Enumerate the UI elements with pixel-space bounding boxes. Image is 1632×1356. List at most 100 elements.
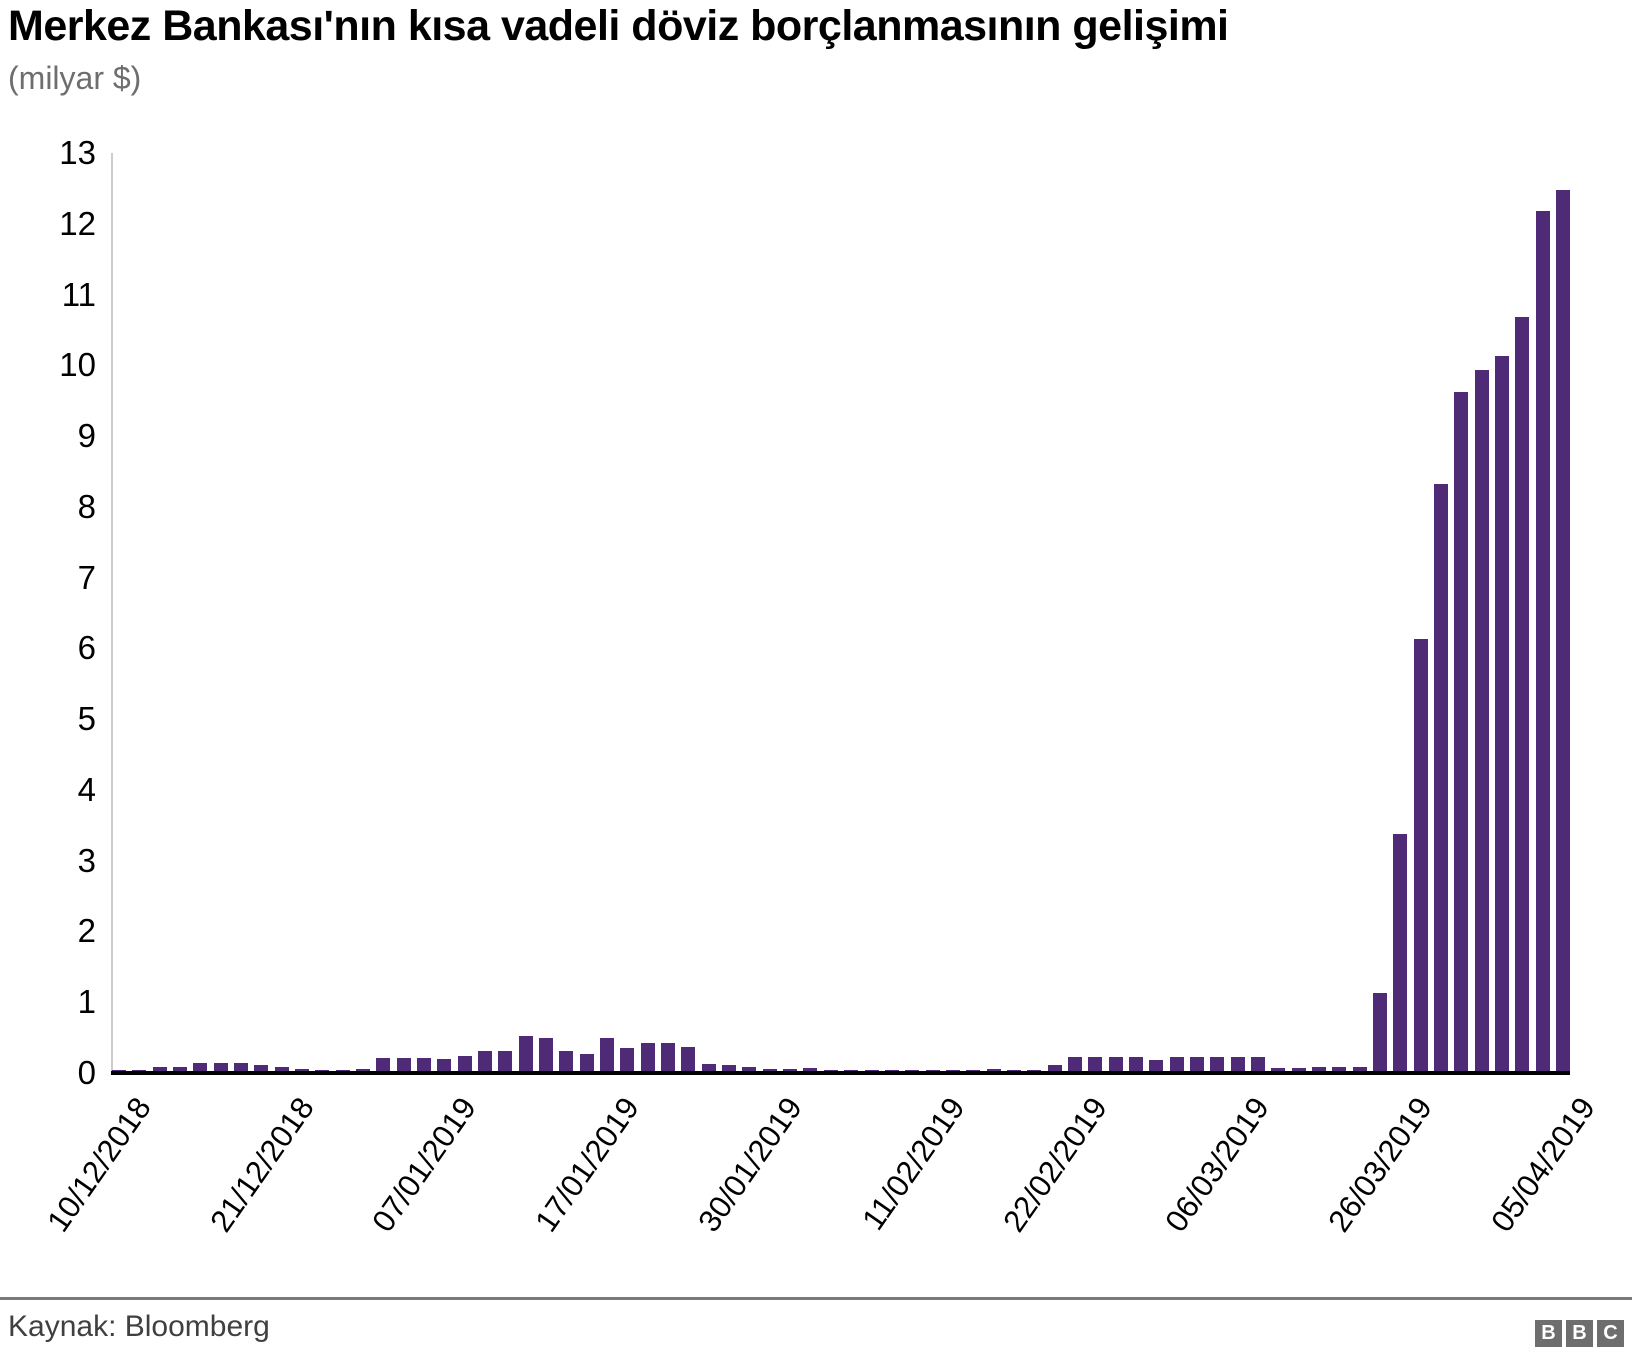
bar xyxy=(1311,1067,1326,1071)
bar xyxy=(396,1058,411,1071)
bar xyxy=(864,1070,879,1071)
bar xyxy=(986,1068,1001,1071)
bar xyxy=(518,1035,533,1071)
bar xyxy=(884,1070,899,1071)
bar xyxy=(1067,1056,1082,1071)
y-axis-tick-label: 13 xyxy=(59,133,96,171)
bar xyxy=(152,1067,167,1071)
bar xyxy=(173,1067,187,1071)
source-credit: Kaynak: Bloomberg xyxy=(8,1310,270,1343)
bar xyxy=(234,1062,249,1071)
bar xyxy=(478,1051,493,1071)
y-axis-tick-label: 3 xyxy=(77,841,96,879)
y-axis-tick-label: 6 xyxy=(77,629,96,667)
y-axis-tick-label: 2 xyxy=(77,912,96,950)
bar xyxy=(844,1070,859,1071)
bar xyxy=(905,1070,920,1071)
x-axis-tick-label: 06/03/2019 xyxy=(1158,1091,1277,1239)
bar xyxy=(1006,1069,1021,1071)
bar xyxy=(274,1066,289,1071)
bbc-logo-block: C xyxy=(1597,1320,1624,1347)
bar xyxy=(356,1068,371,1071)
bar xyxy=(945,1069,960,1071)
bar xyxy=(1494,356,1509,1071)
bar xyxy=(1108,1056,1123,1071)
bar xyxy=(193,1063,208,1071)
bbc-logo-block: B xyxy=(1566,1320,1593,1347)
bar xyxy=(539,1037,554,1071)
y-axis-tick-label: 12 xyxy=(59,204,96,242)
bar xyxy=(1230,1056,1245,1071)
bar xyxy=(132,1069,147,1071)
y-axis-tick-label: 4 xyxy=(77,770,96,808)
bar xyxy=(762,1068,777,1071)
bar xyxy=(722,1064,737,1071)
x-axis-tick-label: 21/12/2018 xyxy=(202,1091,321,1239)
y-axis-line xyxy=(111,152,113,1073)
bar xyxy=(1454,391,1469,1071)
x-axis-tick-label: 05/04/2019 xyxy=(1484,1091,1602,1239)
bar xyxy=(783,1068,798,1071)
x-axis-tick-label: 10/12/2018 xyxy=(40,1091,158,1239)
bar xyxy=(498,1051,513,1071)
y-axis-tick-label: 9 xyxy=(77,417,96,455)
bar xyxy=(1271,1068,1286,1071)
y-axis-tick-label: 0 xyxy=(77,1054,96,1091)
bar xyxy=(1413,639,1428,1071)
bar xyxy=(335,1069,350,1071)
bar xyxy=(1189,1056,1204,1071)
y-axis-tick-label: 8 xyxy=(77,487,96,525)
bar xyxy=(437,1058,452,1071)
bar xyxy=(823,1070,838,1071)
x-axis-tick-label: 07/01/2019 xyxy=(365,1091,484,1239)
bar xyxy=(1332,1066,1347,1071)
bar xyxy=(376,1058,391,1071)
y-axis-tick-label: 11 xyxy=(61,275,96,313)
x-axis-baseline xyxy=(111,1071,1570,1075)
y-axis-tick-label: 10 xyxy=(59,346,96,384)
bar xyxy=(681,1046,696,1071)
x-axis-tick-label: 30/01/2019 xyxy=(690,1091,809,1239)
bar xyxy=(966,1069,981,1071)
bar xyxy=(1515,317,1530,1071)
bar xyxy=(1535,211,1550,1071)
bar xyxy=(1372,993,1387,1071)
bar xyxy=(579,1054,594,1071)
bar xyxy=(803,1068,818,1071)
bar xyxy=(701,1063,716,1071)
bar xyxy=(640,1043,655,1071)
bar xyxy=(254,1065,269,1071)
bar xyxy=(1393,833,1408,1071)
x-axis-tick-label: 17/01/2019 xyxy=(528,1091,646,1239)
bar xyxy=(1149,1059,1164,1071)
bar xyxy=(295,1068,310,1071)
bbc-logo: B B C xyxy=(1535,1320,1624,1347)
bar xyxy=(1291,1068,1306,1071)
bar xyxy=(1047,1065,1062,1071)
footer-divider xyxy=(0,1297,1632,1300)
bar xyxy=(457,1056,472,1071)
bar xyxy=(1352,1066,1367,1071)
bar xyxy=(1250,1056,1265,1071)
bbc-logo-block: B xyxy=(1535,1320,1562,1347)
bar xyxy=(1556,189,1570,1071)
y-axis-tick-label: 7 xyxy=(77,558,96,596)
bar xyxy=(112,1070,126,1071)
bar xyxy=(1433,483,1448,1071)
x-axis-tick-label: 11/02/2019 xyxy=(854,1091,972,1237)
bar xyxy=(742,1067,757,1071)
bar xyxy=(559,1051,574,1071)
bar xyxy=(620,1047,635,1071)
x-axis-tick-label: 26/03/2019 xyxy=(1321,1091,1439,1239)
bar xyxy=(600,1037,615,1071)
bar xyxy=(925,1069,940,1071)
bar xyxy=(1027,1069,1042,1071)
bar xyxy=(1088,1056,1103,1071)
bar xyxy=(1210,1056,1225,1071)
bar xyxy=(213,1063,228,1071)
y-axis-tick-label: 1 xyxy=(77,983,96,1021)
bar xyxy=(661,1043,676,1071)
bar xyxy=(1128,1056,1143,1071)
x-axis-tick-label: 22/02/2019 xyxy=(995,1091,1114,1239)
